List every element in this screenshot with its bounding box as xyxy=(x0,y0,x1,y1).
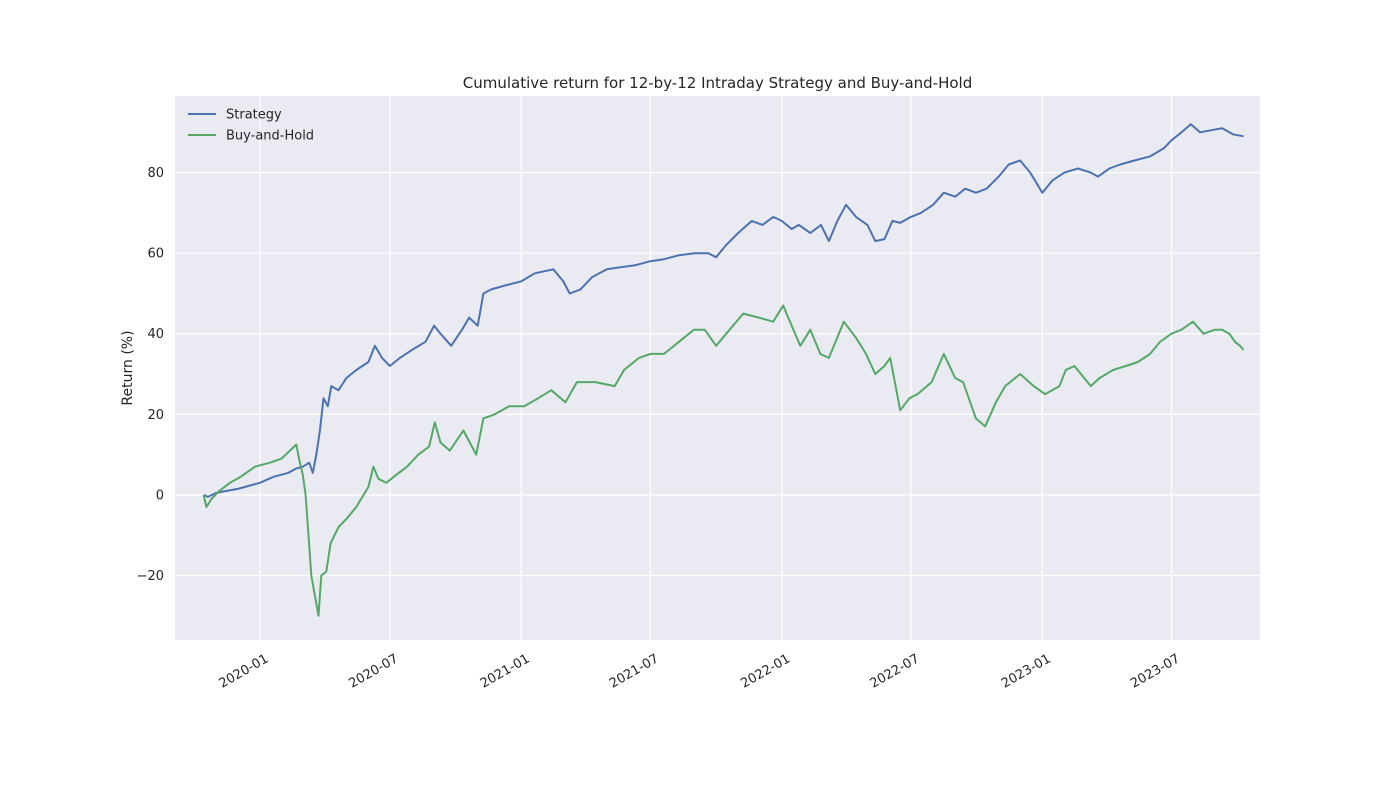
y-tick-label: 20 xyxy=(147,408,164,423)
y-tick-label: 80 xyxy=(147,166,164,181)
y-tick-label: 40 xyxy=(147,327,164,342)
legend-label: Strategy xyxy=(226,108,282,123)
y-axis-ticks: −20 0 20 40 60 80 xyxy=(137,166,164,584)
y-tick-label: 60 xyxy=(147,247,164,262)
y-tick-label: 0 xyxy=(156,488,164,503)
y-tick-label: −20 xyxy=(137,569,164,584)
series-line-strategy xyxy=(203,123,1244,498)
series-line-buy-and-hold xyxy=(202,304,1245,617)
series-lines xyxy=(202,123,1245,617)
grid-lines xyxy=(175,96,1260,640)
plot-area xyxy=(175,96,1260,640)
chart-title: Cumulative return for 12-by-12 Intraday … xyxy=(463,74,972,92)
legend-label: Buy-and-Hold xyxy=(226,129,314,144)
legend: Strategy Buy-and-Hold xyxy=(188,108,314,144)
y-axis-label: Return (%) xyxy=(120,330,136,405)
